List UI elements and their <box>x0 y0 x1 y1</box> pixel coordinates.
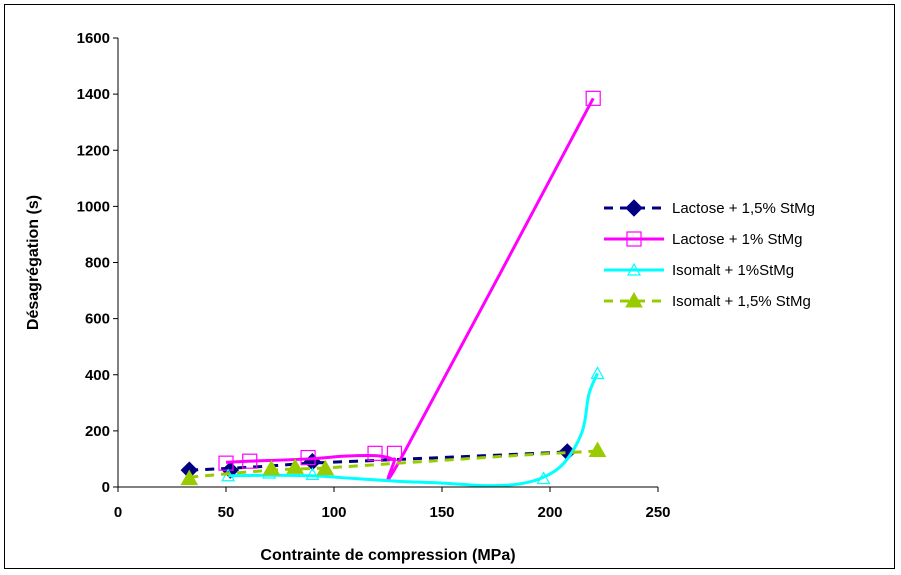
legend-entry: Isomalt + 1%StMg <box>604 262 794 279</box>
data-point <box>305 467 320 480</box>
legend-entry: Lactose + 1,5% StMg <box>604 199 815 217</box>
y-tick-label: 200 <box>85 423 110 440</box>
data-point <box>536 471 551 485</box>
data-point <box>585 90 601 106</box>
y-tick-label: 600 <box>85 311 110 328</box>
legend: Lactose + 1,5% StMg Lactose + 1% StMg Isom… <box>604 199 815 310</box>
y-tick-label: 1000 <box>77 198 110 215</box>
legend-label: Lactose + 1% StMg <box>672 231 803 248</box>
series-3 <box>221 366 605 488</box>
series-2 <box>218 90 601 481</box>
y-tick-label: 0 <box>102 479 110 496</box>
data-point <box>588 441 607 458</box>
axes: 0 200 400 600 800 1000 1200 1400 1600 0 50 100 150 20… <box>77 30 671 521</box>
data-point <box>590 366 605 379</box>
y-tick-label: 1400 <box>77 86 110 103</box>
x-tick-label: 200 <box>537 504 562 521</box>
x-tick-label: 0 <box>114 504 122 521</box>
x-tick-label: 150 <box>429 504 454 521</box>
plot-marks <box>180 90 607 488</box>
data-point <box>300 449 316 466</box>
x-tick-label: 50 <box>218 504 235 521</box>
legend-label: Isomalt + 1%StMg <box>672 262 794 279</box>
data-point <box>386 445 403 461</box>
series-line <box>228 372 599 488</box>
data-point <box>367 445 383 461</box>
series-line <box>225 97 595 481</box>
x-tick-label: 100 <box>321 504 346 521</box>
legend-marker <box>626 262 642 276</box>
y-tick-label: 1600 <box>77 30 110 47</box>
series-4 <box>180 441 607 486</box>
legend-entry: Lactose + 1% StMg <box>604 231 803 248</box>
legend-marker <box>625 291 643 308</box>
y-axis-title: Désagrégation (s) <box>25 195 42 330</box>
x-tick-label: 250 <box>645 504 670 521</box>
data-point <box>316 459 335 476</box>
legend-label: Lactose + 1,5% StMg <box>672 200 815 217</box>
data-point <box>180 469 199 486</box>
legend-marker <box>625 199 643 217</box>
data-point <box>242 453 258 469</box>
legend-label: Isomalt + 1,5% StMg <box>672 293 811 310</box>
chart-frame <box>4 4 895 569</box>
y-tick-label: 800 <box>85 255 110 272</box>
y-tick-label: 400 <box>85 367 110 384</box>
data-point <box>286 458 304 474</box>
x-axis-title: Contrainte de compression (MPa) <box>260 547 515 564</box>
legend-entry: Isomalt + 1,5% StMg <box>604 291 811 310</box>
y-tick-label: 1200 <box>77 142 110 159</box>
data-point <box>262 459 281 476</box>
legend-marker <box>626 231 642 247</box>
data-point <box>218 455 234 471</box>
